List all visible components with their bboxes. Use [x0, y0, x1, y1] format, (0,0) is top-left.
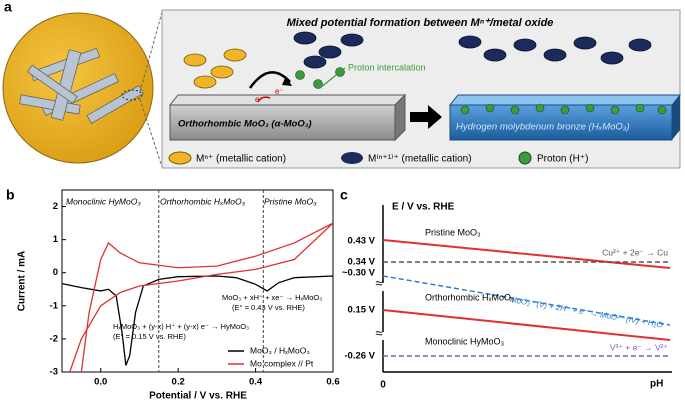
proton-label: Proton intercalation: [348, 62, 426, 72]
data-line: [69, 222, 333, 372]
region-label: Pristine MoO₃: [264, 196, 317, 206]
level-label: 0.15 V: [348, 305, 376, 316]
phase-label: Orthorhombic HₓMoO₃: [425, 292, 515, 302]
phase-label: Pristine MoO₃: [425, 227, 481, 237]
annotation: (E° = 0.15 V vs. RHE): [113, 332, 186, 341]
level-label: -0.26 V: [344, 351, 375, 362]
y-axis-label: Current / mA: [17, 251, 28, 312]
y-tick-label: -1: [50, 300, 59, 311]
plot-area: [62, 222, 333, 372]
panel-label: b: [6, 187, 15, 203]
axis-break: ≈: [375, 275, 382, 290]
y-tick-label: 1: [53, 234, 59, 245]
panel-label: c: [340, 187, 348, 203]
legend-entry: MoO₃ / HₓMoO₃: [250, 345, 310, 355]
x-axis-label: pH: [650, 379, 663, 390]
electron-label: e⁻: [255, 95, 264, 104]
region-label: Orthorhombic HₓMoO₃: [160, 196, 246, 206]
panel-label: a: [4, 0, 12, 15]
legend-entry: Mⁿ⁺ (metallic cation): [196, 154, 286, 165]
y-tick-label: -3: [50, 367, 58, 378]
slab-label: Hydrogen molybdenum bronze (HₓMoO₃): [456, 122, 630, 133]
reaction-label: MoO₂⁺ (V) + 2H⁺ + e⁻ → MoO²⁺ (IV) + H₂O: [509, 295, 663, 329]
y-axis-label: E / V vs. RHE: [392, 202, 455, 213]
level-label: 0.34 V: [348, 257, 376, 268]
level-label: 0.43 V: [348, 236, 376, 247]
x-tick-label: 0.2: [172, 377, 185, 388]
legend-entry: Mo complex // Pt: [250, 358, 314, 368]
annotation: MoO₃ + xH⁺ + xe⁻ → HₓMoO₃: [222, 293, 322, 302]
panel-c-art: [377, 205, 672, 373]
x-tick-label: 0.4: [249, 377, 263, 388]
annotation: (E° = 0.43 V vs. RHE): [232, 303, 305, 312]
y-tick-label: 0: [53, 267, 58, 278]
level-label: ~0.30 V: [342, 268, 376, 279]
panel-title: Mixed potential formation between Mⁿ⁺/me…: [287, 17, 554, 29]
panel-a-art: [2, 9, 682, 169]
y-tick-label: 2: [53, 201, 58, 212]
reaction-label: V³⁺ + e⁻ → V²⁺: [610, 342, 669, 352]
legend-entry: Proton (H⁺): [537, 154, 588, 165]
legend-entry: M⁽ⁿ⁺¹⁾⁺ (metallic cation): [368, 154, 472, 165]
phase-label: Monoclinic HyMoO₃: [425, 336, 505, 346]
axis-break: ≈: [375, 325, 382, 340]
reaction-label: Cu²⁺ + 2e⁻ → Cu: [602, 247, 668, 257]
electron-label: e⁻: [275, 87, 284, 96]
x-tick-label: 0.0: [94, 377, 107, 388]
y-tick-label: -2: [50, 333, 58, 344]
origin-label: 0: [380, 380, 386, 391]
annotation: HₓMoO₃ + (y-x) H⁺ + (y-x) e⁻ → HyMoO₃: [113, 322, 249, 331]
x-axis-label: Potential / V vs. RHE: [149, 391, 247, 402]
plot-frame: [61, 189, 334, 373]
slab-label: Orthorhombic MoO₃ (α-MoO₃): [178, 119, 312, 130]
region-label: Monoclinic HyMoO₃: [66, 196, 141, 206]
x-tick-label: 0.6: [326, 377, 339, 388]
